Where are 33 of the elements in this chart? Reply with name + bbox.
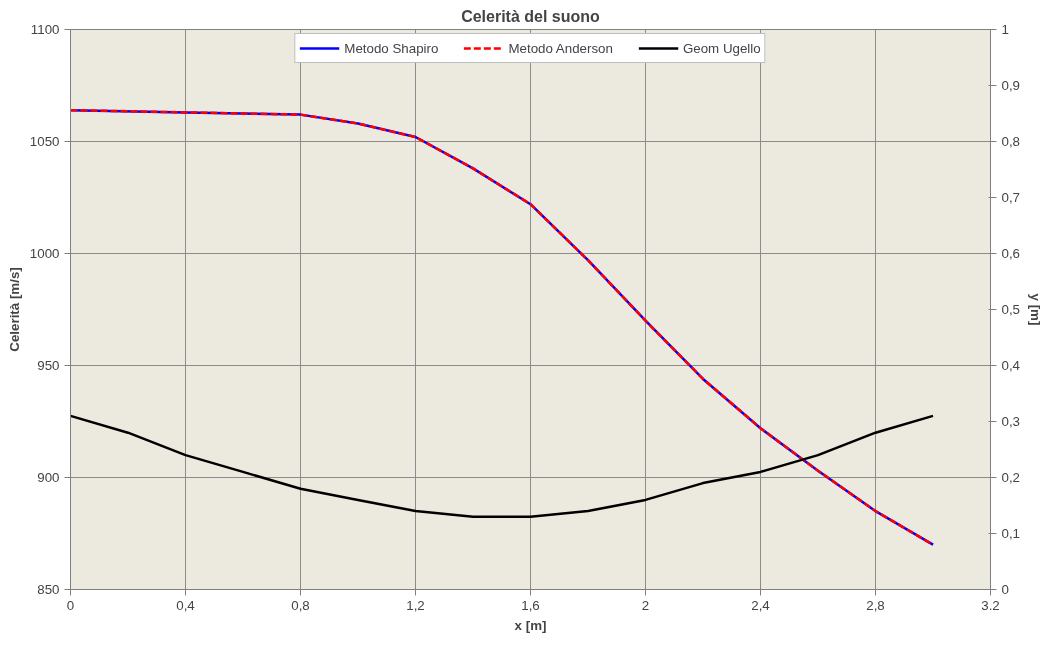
x-tick-label: 3.2 <box>981 597 1000 613</box>
y-tick-label: 850 <box>37 582 60 597</box>
y2-tick-label: 0,2 <box>1001 470 1021 485</box>
x-tick-label: 0,4 <box>176 597 196 613</box>
y-tick-label: 950 <box>37 358 60 373</box>
x-tick-label: 2,8 <box>866 597 885 613</box>
x-tick-label: 1,2 <box>406 597 425 613</box>
chart-title: Celerità del suono <box>461 7 601 25</box>
y2-tick-label: 0,4 <box>1001 358 1021 373</box>
y-tick-label: 1100 <box>30 22 60 37</box>
x-tick-label: 0 <box>66 597 75 613</box>
y-tick-label: 900 <box>37 470 60 485</box>
legend-label: Metodo Anderson <box>508 40 613 56</box>
y2-tick-label: 0,3 <box>1001 414 1021 429</box>
y2-tick-label: 0,1 <box>1001 526 1021 541</box>
x-tick-label: 2 <box>641 597 650 613</box>
legend-label: Metodo Shapiro <box>344 40 439 56</box>
y2-tick-label: 0,9 <box>1001 78 1021 93</box>
x-axis-title: x [m] <box>514 617 547 633</box>
y2-axis-title: y [m] <box>1028 293 1044 326</box>
x-tick-label: 2,4 <box>751 597 771 613</box>
x-tick-label: 0,8 <box>291 597 310 613</box>
y2-tick-label: 0,6 <box>1001 246 1021 261</box>
y2-tick-label: 0,5 <box>1001 302 1021 317</box>
y2-tick-label: 0 <box>1001 582 1009 597</box>
y2-tick-label: 1 <box>1001 22 1009 37</box>
y-axis-title: Celerità [m/s] <box>6 267 22 352</box>
y-tick-label: 1050 <box>29 134 60 149</box>
legend-label: Geom Ugello <box>682 40 761 56</box>
x-tick-label: 1,6 <box>521 597 540 613</box>
y-tick-label: 1000 <box>29 246 60 261</box>
y2-tick-label: 0,7 <box>1001 190 1021 205</box>
y2-tick-label: 0,8 <box>1001 134 1021 149</box>
